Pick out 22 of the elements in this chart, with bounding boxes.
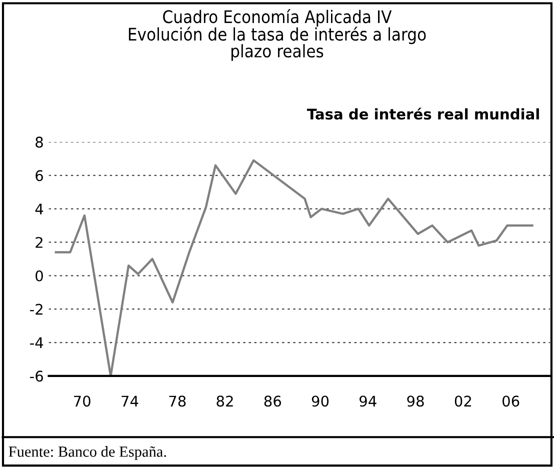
y-tick-label: 6	[36, 170, 43, 182]
source-note: Fuente: Banco de España.	[8, 446, 166, 460]
x-tick-label: 74	[122, 396, 138, 406]
x-tick-label: 82	[216, 396, 233, 407]
x-tick-label: 98	[407, 396, 424, 407]
x-tick-label: 86	[264, 396, 281, 407]
chart-subtitle: Tasa de interés real mundial	[306, 108, 539, 120]
x-tick-label: 02	[454, 396, 472, 407]
x-tick-label: 06	[502, 396, 520, 407]
y-tick-label: 0	[36, 270, 43, 282]
x-tick-label: 70	[74, 396, 90, 407]
y-tick-label: 4	[35, 204, 44, 214]
y-tick-label: -6	[30, 370, 43, 382]
chart-title: Cuadro Economía Aplicada IV Evolución de la tasa de interés a largo plazo reales	[128, 9, 426, 61]
x-tick-label: 78	[169, 396, 186, 407]
y-tick-label: -4	[30, 337, 44, 348]
y-tick-label: -2	[30, 304, 42, 315]
line-series	[54, 159, 534, 376]
y-tick-label: 8	[36, 136, 43, 148]
y-tick-label: 2	[36, 236, 42, 248]
x-tick-label: 94	[360, 396, 376, 407]
x-tick-label: 90	[312, 396, 329, 407]
